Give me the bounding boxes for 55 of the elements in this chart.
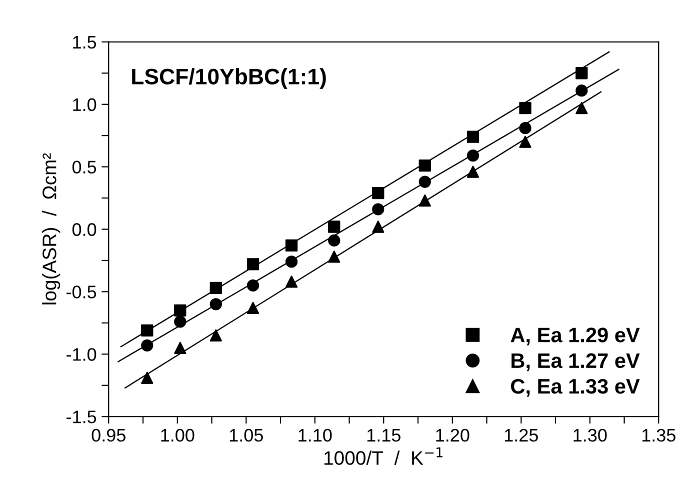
point <box>418 159 431 172</box>
point <box>210 298 222 310</box>
point <box>466 130 480 143</box>
point <box>246 279 260 292</box>
point <box>285 276 298 288</box>
point <box>246 302 260 314</box>
point <box>519 102 532 114</box>
point <box>576 67 588 80</box>
point <box>174 316 186 328</box>
point <box>141 324 154 336</box>
y-tick-label: 1.5 <box>73 36 96 49</box>
x-tick-label: 0.95 <box>92 428 126 442</box>
x-tick-label: 1.05 <box>230 428 263 442</box>
point <box>328 234 340 247</box>
point <box>466 166 480 178</box>
x-tick-label: 1.15 <box>367 429 400 442</box>
point <box>519 122 532 134</box>
point <box>519 136 532 148</box>
legend-label: A, Ea 1.29 eV <box>510 328 640 346</box>
annotation: LSCF/10YbBC(1:1) <box>132 68 326 89</box>
point <box>210 329 222 342</box>
point <box>418 194 431 207</box>
legend-label: B, Ea 1.27 eV <box>512 353 640 372</box>
y-tick-label: 1.0 <box>73 98 96 112</box>
x-tick-label: 1.35 <box>642 428 676 442</box>
point <box>174 304 186 316</box>
x-axis-title: 1000/T / K$^{−1}$ <box>324 447 442 465</box>
y-tick-label: 0.5 <box>72 160 96 174</box>
y-tick-label: -1.5 <box>66 410 96 424</box>
point <box>576 84 588 97</box>
x-tick-label: 1.00 <box>161 428 194 442</box>
x-tick-label: 1.30 <box>574 428 607 442</box>
y-tick-label: 0.0 <box>72 223 96 236</box>
point <box>576 102 588 114</box>
point <box>285 256 298 268</box>
legend-label: C, Ea 1.33 eV <box>511 378 640 397</box>
y-tick-label: -0.5 <box>66 286 96 298</box>
y-axis-title: log(ASR) / Ωcm² <box>42 153 60 304</box>
point <box>141 339 154 352</box>
x-tick-label: 1.10 <box>298 428 332 442</box>
x-tick-label: 1.20 <box>436 428 470 442</box>
point <box>174 342 186 354</box>
point <box>141 372 154 384</box>
point <box>328 220 340 233</box>
point <box>210 282 222 294</box>
point <box>372 186 384 200</box>
point <box>372 203 384 216</box>
point <box>466 149 480 162</box>
point <box>418 176 431 188</box>
y-tick-label: -1.0 <box>66 348 96 361</box>
point <box>285 239 298 252</box>
point <box>328 250 340 263</box>
x-tick-label: 1.25 <box>504 428 538 442</box>
point <box>372 220 384 233</box>
point <box>246 258 260 270</box>
